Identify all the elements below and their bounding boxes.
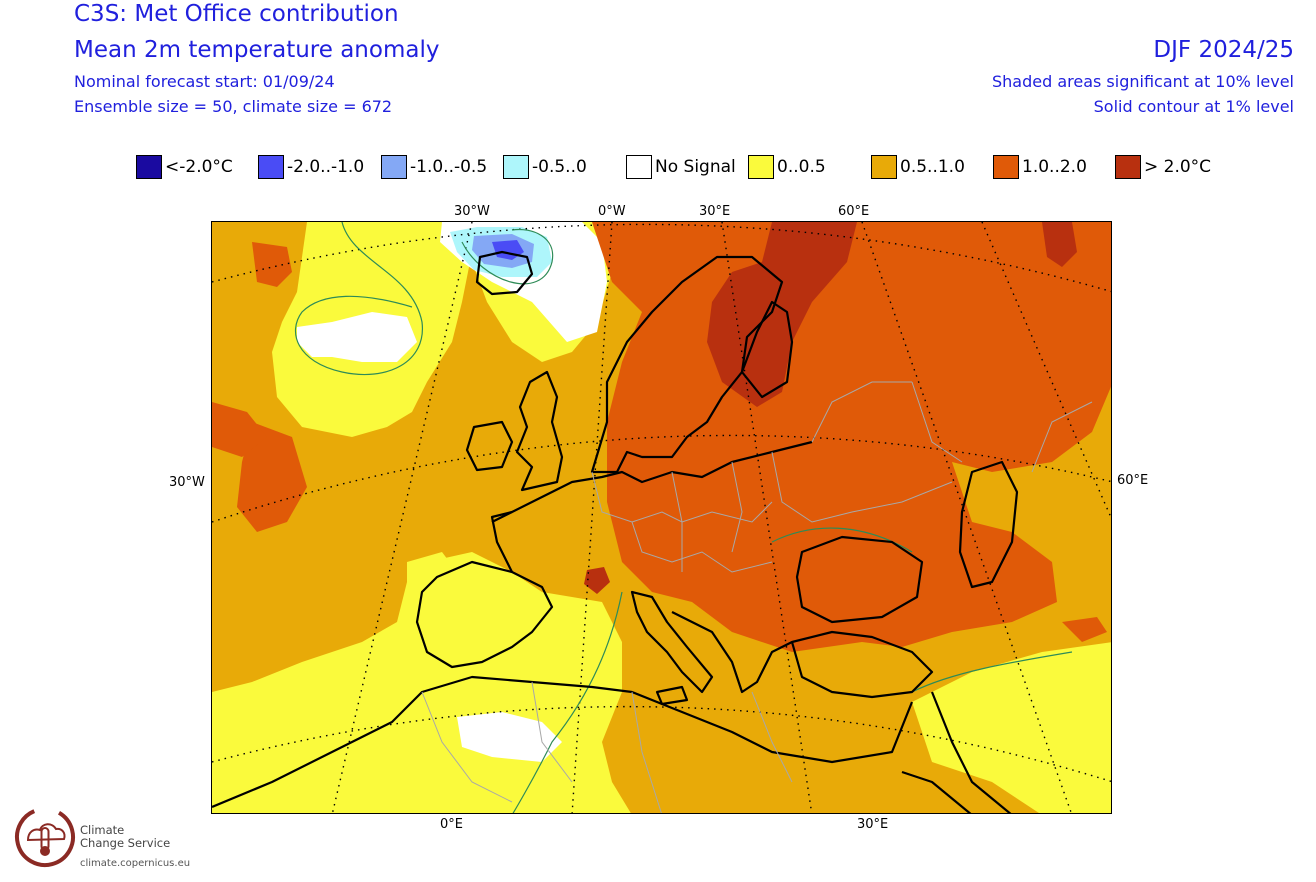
- logo-line1: Climate: [80, 823, 125, 837]
- legend-item: No Signal: [626, 154, 736, 180]
- legend-label: No Signal: [655, 157, 736, 177]
- lon-label-top: 60°E: [838, 204, 870, 219]
- ensemble-size: Ensemble size = 50, climate size = 672: [74, 97, 393, 116]
- lon-label-bottom: 30°E: [857, 817, 889, 832]
- legend-label: -1.0..-0.5: [410, 157, 488, 177]
- anomaly-map: [211, 221, 1112, 814]
- legend-swatch: [993, 155, 1019, 179]
- anomaly-field-1.0-2.0: [212, 402, 267, 457]
- legend-swatch: [626, 155, 652, 179]
- legend-item: 0..0.5: [748, 154, 826, 180]
- coastlines: [212, 250, 1019, 813]
- legend-item: -2.0..-1.0: [258, 154, 364, 180]
- copernicus-url: climate.copernicus.eu: [80, 858, 191, 869]
- anomaly-field-no-signal: [297, 312, 417, 362]
- anomaly-field-no-signal: [457, 712, 562, 762]
- legend-item: 0.5..1.0: [871, 154, 965, 180]
- lon-label-top: 0°W: [598, 204, 626, 219]
- anomaly-field-1.0-2.0: [237, 422, 307, 532]
- lat-label-left: 30°W: [169, 475, 205, 490]
- legend-swatch: [258, 155, 284, 179]
- significance-contour: [294, 222, 1073, 813]
- lon-label-top: 30°E: [699, 204, 731, 219]
- legend-item: > 2.0°C: [1115, 154, 1211, 180]
- logo-line2: Change Service: [80, 836, 171, 850]
- graticule: [212, 222, 1111, 813]
- anomaly-field-above-2.0: [584, 567, 610, 594]
- significance-shaded-note: Shaded areas significant at 10% level: [991, 72, 1294, 91]
- legend-label: > 2.0°C: [1144, 157, 1212, 177]
- legend-item: -0.5..0: [503, 154, 587, 180]
- legend-label: 1.0..2.0: [1022, 157, 1087, 177]
- anomaly-field-0-0.5: [912, 642, 1111, 813]
- legend-item: 1.0..2.0: [993, 154, 1087, 180]
- copernicus-logo-icon: [14, 807, 75, 867]
- country-borders: [421, 381, 1093, 813]
- legend-label: 0..0.5: [777, 157, 826, 177]
- legend-item: -1.0..-0.5: [381, 154, 487, 180]
- legend-swatch: [1115, 155, 1141, 179]
- legend-swatch: [503, 155, 529, 179]
- chart-subtitle: Mean 2m temperature anomaly: [74, 37, 440, 63]
- legend-label: 0.5..1.0: [900, 157, 965, 177]
- anomaly-field-above-2.0: [1042, 222, 1077, 267]
- legend-item: <-2.0°C: [136, 154, 233, 180]
- legend-swatch: [136, 155, 162, 179]
- legend-swatch: [381, 155, 407, 179]
- legend-swatch: [871, 155, 897, 179]
- legend-label: -2.0..-1.0: [287, 157, 365, 177]
- legend-label: <-2.0°C: [165, 157, 233, 177]
- season-label: DJF 2024/25: [1153, 37, 1294, 63]
- lon-label-bottom: 0°E: [440, 817, 463, 832]
- lat-label-right: 60°E: [1117, 473, 1149, 488]
- forecast-start: Nominal forecast start: 01/09/24: [74, 72, 335, 91]
- anomaly-field-1.0-2.0: [592, 222, 1111, 652]
- anomaly-field-1.0-2.0: [1062, 617, 1107, 642]
- lon-label-top: 30°W: [454, 204, 490, 219]
- legend-label: -0.5..0: [532, 157, 587, 177]
- significance-contour-note: Solid contour at 1% level: [1093, 97, 1294, 116]
- anomaly-map-canvas: [212, 222, 1111, 813]
- chart-title: C3S: Met Office contribution: [74, 1, 399, 27]
- legend-swatch: [748, 155, 774, 179]
- anomaly-field-1.0-2.0: [252, 242, 292, 287]
